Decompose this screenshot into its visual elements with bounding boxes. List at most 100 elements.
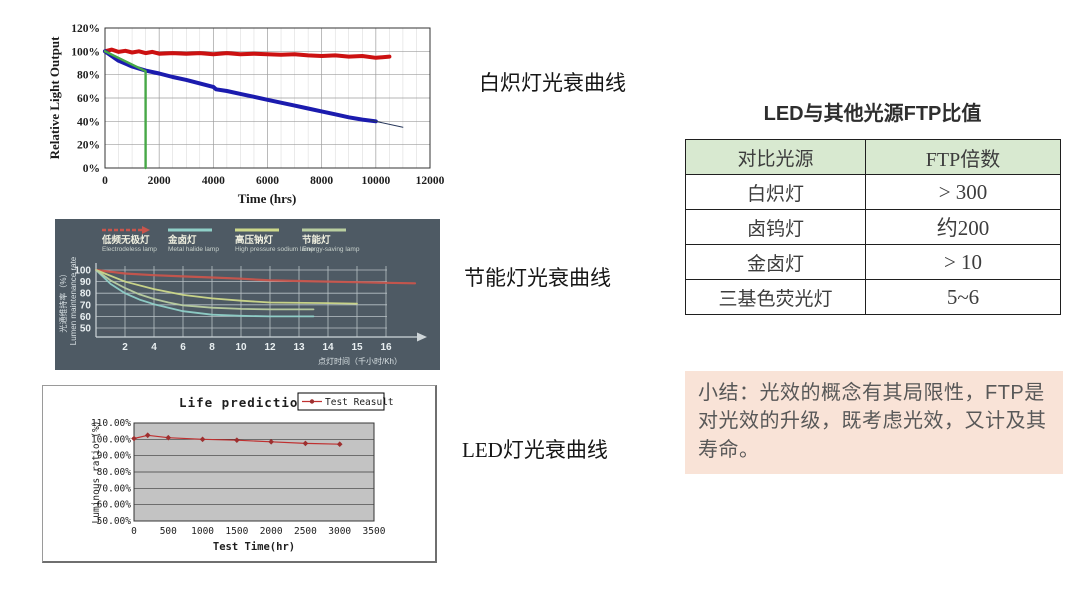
svg-text:1500: 1500 [225, 526, 248, 537]
series-metal-halide [95, 269, 315, 318]
chart2-ylabel-en: Lumen maintenance rate [69, 256, 78, 345]
ftp-value-cell: > 300 [865, 174, 1061, 210]
svg-text:70: 70 [80, 300, 92, 311]
svg-text:4000: 4000 [202, 175, 225, 187]
svg-text:6: 6 [180, 342, 186, 353]
svg-text:60: 60 [80, 312, 92, 323]
chart2-ylabel-cn: 光通维持率（%） [58, 269, 68, 332]
chart2-series [94, 268, 417, 318]
chart3-legend: Test Reasult [297, 392, 394, 411]
chart3-axis-labels: 110.00% 100.00% 90.00% 80.00% 70.00% 60.00% 50… [91, 395, 386, 553]
svg-text:3500: 3500 [363, 526, 386, 537]
summary-box: 小结：光效的概念有其局限性，FTP是对光效的升级，既考虑光效，又计及其寿命。 [685, 371, 1063, 475]
legend-label-cn: 金卤灯 [167, 234, 197, 246]
series-hp-sodium [95, 269, 358, 305]
svg-text:8000: 8000 [310, 175, 333, 187]
chart3-xlabel: Test Time(hr) [213, 541, 295, 553]
svg-text:100%: 100% [71, 46, 100, 58]
ftp-table-body: 白炽灯 > 300 卤钨灯 约200 金卤灯 > 10 三基色荧光灯 5~6 [685, 174, 1061, 315]
incandescent-decay-chart: 0 2000 4000 6000 8000 10000 12000 0% 20% 40% 60% 80… [47, 23, 445, 206]
ftp-value-cell: 约200 [865, 209, 1061, 245]
ftp-table-row: 三基色荧光灯 5~6 [685, 279, 1061, 315]
legend-arrow-icon [142, 226, 150, 234]
chart1-series [103, 47, 404, 170]
svg-text:70.00%: 70.00% [97, 483, 132, 494]
chart1-xlabel: Time (hrs) [238, 191, 297, 206]
svg-text:50: 50 [80, 324, 92, 335]
svg-text:0: 0 [131, 526, 137, 537]
ftp-value-cell: > 10 [865, 244, 1061, 280]
svg-text:80%: 80% [77, 70, 100, 82]
svg-text:50.00%: 50.00% [97, 516, 132, 527]
ftp-table-title: LED与其他光源FTP比值 [763, 103, 982, 125]
ftp-source-cell: 金卤灯 [685, 244, 866, 280]
svg-text:40%: 40% [77, 116, 100, 128]
svg-text:10000: 10000 [361, 175, 390, 187]
svg-text:60.00%: 60.00% [97, 500, 132, 511]
svg-text:2500: 2500 [294, 526, 317, 537]
chart1-ylabel: Relative Light Output [47, 36, 62, 159]
series-test-result [133, 434, 340, 445]
chart3-title: Life prediction [179, 395, 307, 410]
series-electrodeless-red [103, 47, 392, 60]
legend-label-cn: 低频无极灯 [101, 234, 150, 246]
svg-text:20%: 20% [77, 140, 100, 152]
legend-marker-icon [309, 399, 315, 404]
svg-text:80: 80 [80, 289, 92, 300]
led-chart-frame: 110.00% 100.00% 90.00% 80.00% 70.00% 60.00% 50… [42, 385, 437, 563]
svg-text:90.00%: 90.00% [97, 451, 132, 462]
ftp-table-row: 卤钨灯 约200 [685, 209, 1061, 245]
chart3-legend-label: Test Reasult [325, 397, 394, 408]
chart3-ylabel: Luminous ratio (%) [91, 421, 102, 524]
svg-text:100: 100 [74, 266, 91, 277]
caption-incandescent: 白炽灯光衰曲线 [479, 71, 626, 95]
legend-label-cn: 节能灯 [302, 234, 331, 246]
svg-text:2: 2 [122, 342, 128, 353]
data-point-marker [144, 432, 151, 439]
caption-led: LED灯光衰曲线 [462, 438, 608, 462]
svg-text:100.00%: 100.00% [91, 434, 131, 445]
svg-text:2000: 2000 [148, 175, 171, 187]
ftp-table-row: 白炽灯 > 300 [685, 174, 1061, 210]
svg-text:120%: 120% [71, 23, 100, 35]
ftp-source-cell: 卤钨灯 [685, 209, 866, 245]
legend-label-en: Electrodeless lamp [102, 246, 157, 253]
x-axis-arrow [417, 332, 427, 342]
ftp-table-row: 金卤灯 > 10 [685, 244, 1061, 280]
svg-text:14: 14 [322, 342, 334, 353]
ftp-source-cell: 三基色荧光灯 [685, 279, 866, 315]
legend-label-cn: 高压钠灯 [235, 234, 274, 246]
svg-text:16: 16 [380, 342, 392, 353]
ftp-table: 对比光源 FTP倍数 白炽灯 > 300 卤钨灯 约200 金卤灯 > 10 三基色荧光灯 5~… [685, 139, 1061, 315]
svg-text:15: 15 [351, 342, 363, 353]
svg-text:12000: 12000 [416, 175, 445, 187]
svg-text:6000: 6000 [256, 175, 279, 187]
chart2-xlabel: 点灯时间（千小时/Kh） [318, 356, 402, 366]
svg-text:4: 4 [151, 342, 157, 353]
chart1-axis-labels: 0 2000 4000 6000 8000 10000 12000 0% 20% 40% 60% 80… [47, 23, 445, 206]
svg-text:8: 8 [209, 342, 215, 353]
series-energy-saving [95, 269, 315, 311]
chart3-grid [134, 422, 374, 522]
svg-text:2000: 2000 [260, 526, 283, 537]
caption-energy-saving: 节能灯光衰曲线 [464, 266, 611, 290]
svg-text:3000: 3000 [328, 526, 351, 537]
chart2-bg [55, 219, 440, 370]
ftp-value-cell: 5~6 [865, 279, 1061, 315]
svg-text:0: 0 [102, 175, 108, 187]
ftp-col-header-0: 对比光源 [685, 139, 866, 175]
svg-text:10: 10 [235, 342, 247, 353]
svg-text:60%: 60% [77, 93, 100, 105]
svg-text:90: 90 [80, 277, 92, 288]
legend-label-en: High pressure sodium lamp [235, 246, 315, 253]
svg-text:80.00%: 80.00% [97, 467, 132, 478]
svg-text:500: 500 [160, 526, 177, 537]
svg-text:0%: 0% [83, 163, 100, 175]
ftp-col-header-1: FTP倍数 [865, 139, 1061, 175]
legend-label-en: Energy-saving lamp [302, 246, 360, 253]
series-incandescent-blue [103, 49, 378, 124]
